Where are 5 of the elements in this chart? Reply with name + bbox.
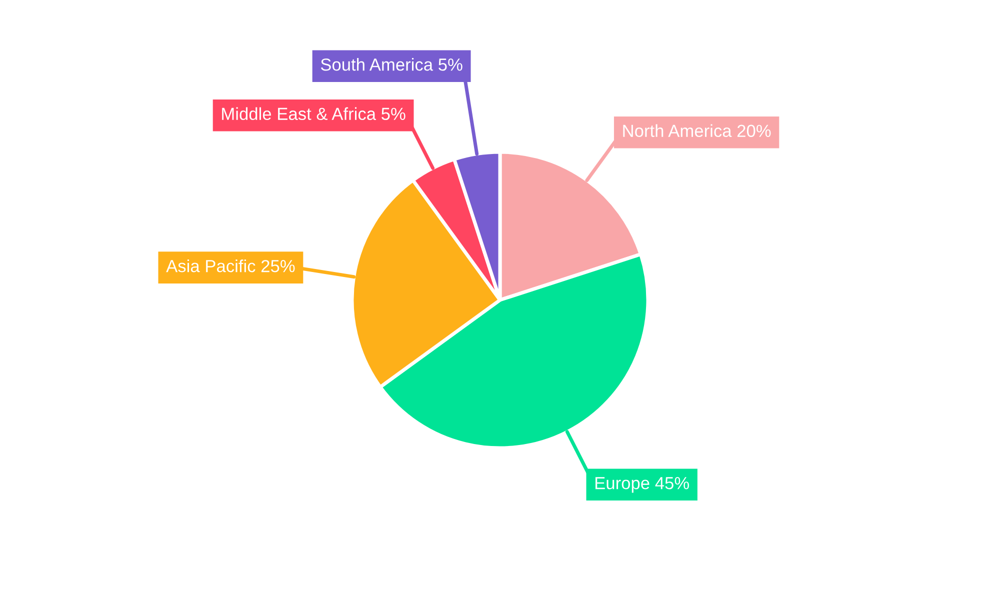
slice-label: North America 20%: [623, 124, 771, 138]
slice-label: Middle East & Africa 5%: [222, 107, 406, 120]
slice-label: Asia Pacific 25%: [166, 259, 295, 272]
slice-label: Europe 45%: [595, 477, 690, 493]
slice-label: South America 5%: [320, 58, 462, 71]
